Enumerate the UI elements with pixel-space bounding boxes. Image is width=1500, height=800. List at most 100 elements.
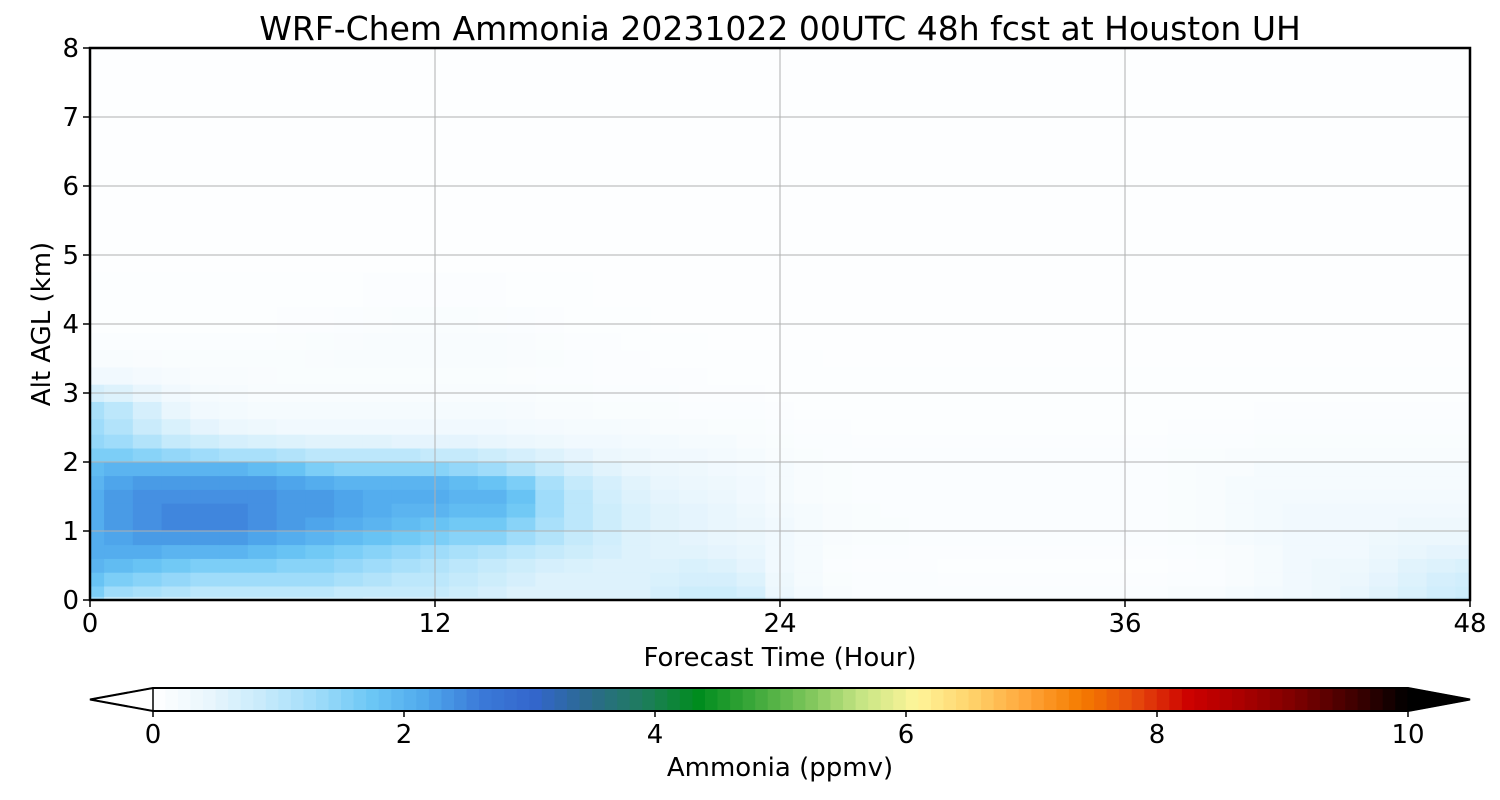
heatmap-cell (966, 447, 996, 463)
heatmap-cell (506, 271, 536, 308)
heatmap-cell (1397, 503, 1428, 518)
heatmap-cell (1455, 434, 1471, 449)
heatmap-cell (966, 585, 996, 597)
heatmap-cell (305, 475, 335, 490)
heatmap-cell (1225, 489, 1255, 504)
heatmap-cell (1081, 401, 1111, 420)
heatmap-cell (161, 516, 191, 532)
colorbar-segment (403, 688, 417, 711)
heatmap-cell (1426, 489, 1456, 504)
heatmap-cell (1139, 47, 1169, 83)
colorbar-segment (1056, 688, 1070, 711)
heatmap-cell (104, 401, 134, 420)
heatmap-cell (305, 366, 335, 385)
y-tick-label: 6 (62, 172, 79, 202)
heatmap-cell (1196, 503, 1226, 518)
heatmap-cell (851, 461, 881, 477)
heatmap-cell (736, 489, 766, 504)
heatmap-cell (219, 530, 249, 546)
heatmap-cell (1369, 47, 1399, 83)
heatmap-cell (104, 447, 134, 463)
heatmap-cell (104, 220, 134, 273)
colorbar-segment (730, 688, 744, 711)
heatmap-cell (1052, 475, 1083, 490)
heatmap-cell (909, 572, 939, 587)
heatmap-cell (535, 558, 565, 573)
heatmap-cell (219, 503, 249, 518)
heatmap-cell (190, 418, 220, 435)
heatmap-cell (305, 349, 335, 368)
heatmap-cell (1369, 366, 1399, 385)
heatmap-cell (1311, 332, 1341, 351)
colorbar-segment (1119, 688, 1133, 711)
heatmap-cell (1340, 503, 1370, 518)
heatmap-cell (794, 447, 824, 463)
heatmap-cell (592, 544, 623, 559)
heatmap-cell (1369, 332, 1399, 351)
heatmap-cell (1455, 475, 1471, 490)
x-tick-label: 24 (763, 609, 796, 639)
heatmap-cell (736, 475, 766, 490)
colorbar-segment (1307, 688, 1321, 711)
colorbar-segment (278, 688, 292, 711)
heatmap-cell (89, 366, 105, 385)
heatmap-cell (650, 572, 680, 587)
heatmap-cell (707, 461, 738, 477)
colorbar-segment (1169, 688, 1183, 711)
heatmap-cell (161, 349, 191, 368)
heatmap-cell (219, 461, 249, 477)
colorbar-segment (1319, 688, 1333, 711)
heatmap-cell (1196, 220, 1226, 273)
heatmap-cell (247, 47, 278, 83)
heatmap-cell (1139, 489, 1169, 504)
heatmap-cell (851, 220, 881, 273)
heatmap-cell (1139, 434, 1169, 449)
heatmap-cell (707, 271, 738, 308)
heatmap-cell (506, 220, 536, 273)
heatmap-cell (1426, 544, 1456, 559)
heatmap-cell (679, 558, 709, 573)
heatmap-cell (679, 503, 709, 518)
heatmap-cell (880, 366, 910, 385)
heatmap-cell (449, 558, 479, 573)
heatmap-cell (506, 47, 536, 83)
heatmap-cell (247, 489, 278, 504)
heatmap-cell (822, 503, 853, 518)
heatmap-cell (564, 220, 594, 273)
heatmap-cell (1426, 366, 1456, 385)
heatmap-cell (707, 220, 738, 273)
heatmap-cell (247, 366, 278, 385)
heatmap-cell (937, 271, 968, 308)
heatmap-cell (1081, 461, 1111, 477)
heatmap-cell (995, 418, 1025, 435)
heatmap-cell (247, 558, 278, 573)
heatmap-cell (190, 461, 220, 477)
heatmap-cell (104, 332, 134, 351)
colorbar-segment (1395, 688, 1409, 711)
heatmap-cell (1426, 572, 1456, 587)
heatmap-cell (219, 349, 249, 368)
heatmap-cell (995, 306, 1025, 333)
heatmap-cell (89, 434, 105, 449)
heatmap-cell (132, 461, 163, 477)
colorbar-segment (1232, 688, 1246, 711)
heatmap-cell (995, 434, 1025, 449)
heatmap-cell (1024, 332, 1054, 351)
heatmap-cell (219, 306, 249, 333)
heatmap-cell (1282, 434, 1313, 449)
heatmap-cell (1225, 332, 1255, 351)
heatmap-cell (477, 503, 508, 518)
heatmap-cell (650, 220, 680, 273)
heatmap-cell (1052, 489, 1083, 504)
heatmap-cell (1426, 475, 1456, 490)
heatmap-cell (1196, 366, 1226, 385)
heatmap-cell (1225, 434, 1255, 449)
heatmap-cell (1426, 447, 1456, 463)
heatmap-cell (822, 220, 853, 273)
heatmap-cell (679, 434, 709, 449)
heatmap-cell (1455, 558, 1471, 573)
heatmap-cell (995, 475, 1025, 490)
heatmap-cell (276, 572, 306, 587)
heatmap-cell (1024, 401, 1054, 420)
heatmap-cell (621, 349, 651, 368)
